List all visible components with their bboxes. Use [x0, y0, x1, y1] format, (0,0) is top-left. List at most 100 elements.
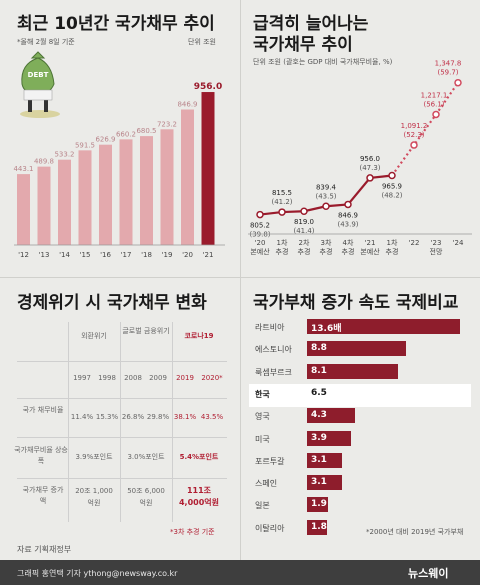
country-label: 일본 [255, 501, 270, 511]
point-ratio-label: (48.2) [381, 192, 402, 200]
x-tick-label: '16 [100, 251, 111, 259]
country-value: 1.9 [311, 499, 327, 510]
amount-covid: 111조 4,000억원 [178, 486, 220, 507]
x-tick-label: '19 [162, 251, 173, 259]
point-ratio-label: (41.2) [271, 198, 292, 206]
row-label-debt-increase: 국가채무 증가액 [22, 486, 64, 505]
debt-bag-illustration: DEBT [20, 51, 60, 118]
x-tick-label: '24 [453, 239, 464, 247]
x-tick-sublabel: 추경 [342, 247, 355, 256]
ratio-1998: 15.3% [95, 413, 119, 421]
country-value: 4.3 [311, 410, 327, 421]
panel4-chart: 라트비아 13.6배 에스토니아 8.8 룩셈부르크 8.1 한국 6.5 영국 4.3 미국 3.9… [255, 319, 460, 535]
x-tick-label: '20 [182, 251, 193, 259]
year-1997: 1997 [73, 374, 91, 382]
line-point [256, 210, 264, 219]
bar-8 [181, 109, 194, 245]
increase-covid: 5.4%포인트 [179, 453, 219, 461]
x-tick-label: '12 [18, 251, 29, 259]
bar-value-label: 489.8 [34, 158, 54, 166]
point-ratio-label: (43.5) [315, 192, 336, 200]
row-label-debt-ratio: 국가 채무비율 [22, 406, 64, 414]
country-bar [307, 452, 342, 468]
country-bar [307, 363, 399, 379]
illustration-text: DEBT [28, 71, 49, 79]
x-tick-label: 4차 [343, 238, 354, 247]
country-label: 이탈리아 [255, 523, 285, 533]
x-tick-sublabel: 추경 [320, 247, 333, 256]
forecast-line [391, 82, 459, 177]
bar-value-label: 533.2 [54, 151, 74, 159]
point-value-label: 846.9 [338, 211, 358, 219]
point-ratio-label: (59.7) [437, 69, 458, 77]
increase-imf: 3.9%포인트 [75, 453, 113, 461]
year-2019: 2019 [176, 374, 194, 382]
country-value: 3.9 [311, 432, 327, 443]
amount-imf: 20조 1,000억원 [75, 487, 113, 507]
bar-value-label: 956.0 [194, 82, 222, 92]
point-value-label: 965.9 [382, 183, 402, 191]
point-value-label: 805.2 [250, 222, 270, 230]
point-ratio-label: (56.1) [423, 100, 444, 108]
line-point [388, 171, 396, 180]
x-tick-sublabel: 추경 [298, 247, 311, 256]
panel3-footnote: *3차 추경 기준 [170, 528, 215, 536]
point-ratio-label: (52.3) [403, 131, 424, 139]
country-label: 한국 [255, 389, 270, 399]
year-2008: 2008 [124, 374, 142, 382]
line-point [278, 208, 286, 216]
bar-1 [37, 166, 51, 245]
x-tick-label: 1차 [387, 238, 398, 247]
bar-value-label: 723.2 [157, 120, 177, 128]
year-2009: 2009 [149, 374, 167, 382]
panel3-title: 경제위기 시 국가채무 변화 [17, 293, 207, 313]
bar-5 [119, 139, 133, 245]
bar-4 [99, 144, 112, 245]
country-value: 8.8 [311, 343, 327, 354]
footer-credit: 그래픽 홍연택 기자 ythong@newsway.co.kr [17, 569, 178, 578]
x-tick-label: '21 [203, 251, 214, 259]
line-point [366, 174, 374, 182]
line-point [454, 78, 462, 87]
bar-3 [78, 150, 92, 245]
bar-7 [160, 129, 174, 245]
panel1-unit: 단위 조원 [188, 38, 216, 46]
bar-0 [17, 174, 30, 245]
panel2-unit: 단위 조원 (괄호는 GDP 대비 국가채무비율, %) [253, 58, 393, 66]
footer-bar: 그래픽 홍연택 기자 ythong@newsway.co.kr 뉴스웨이 [0, 560, 480, 585]
country-bar [307, 519, 328, 535]
group-header-imf: 외환위기 [81, 332, 107, 340]
x-tick-label: '14 [59, 251, 70, 259]
point-ratio-label: (41.4) [293, 227, 314, 235]
increase-gfc: 3.0%포인트 [127, 453, 165, 461]
country-label: 포르투갈 [255, 456, 285, 466]
x-tick-label: '15 [80, 251, 91, 259]
year-1998: 1998 [98, 374, 116, 382]
country-label: 스페인 [255, 479, 278, 489]
source-note: 자료 기획재정부 [17, 545, 72, 554]
x-tick-sublabel: 본예산 [360, 247, 380, 256]
bar-value-label: 846.9 [177, 100, 197, 108]
ratio-2020: 43.5% [200, 413, 224, 421]
x-tick-sublabel: 추경 [386, 247, 399, 256]
country-bar [307, 475, 342, 491]
point-ratio-label: (47.3) [359, 164, 380, 172]
point-value-label: 956.0 [360, 155, 380, 163]
bar-value-label: 680.5 [136, 127, 156, 135]
country-bar [307, 430, 351, 446]
bar-value-label: 660.2 [116, 130, 136, 138]
country-value: 3.1 [311, 477, 327, 488]
country-label: 영국 [255, 412, 270, 422]
point-value-label: 815.5 [272, 189, 292, 197]
crisis-table: 외환위기 글로벌 금융위기 코로나19 1997 1998 2008 2009 … [0, 0, 240, 560]
x-tick-label: 1차 [277, 238, 288, 247]
row-label-ratio-increase: 국가채무비율 상승폭 [14, 446, 68, 465]
x-tick-label: 3차 [321, 238, 332, 247]
country-value: 13.6배 [311, 324, 342, 334]
x-tick-label: '22 [409, 239, 420, 247]
point-value-label: 839.4 [316, 183, 337, 191]
korea-highlight-row [249, 384, 471, 407]
year-2020: 2020* [201, 374, 223, 382]
country-value: 6.5 [311, 387, 327, 398]
country-label: 라트비아 [255, 323, 285, 332]
